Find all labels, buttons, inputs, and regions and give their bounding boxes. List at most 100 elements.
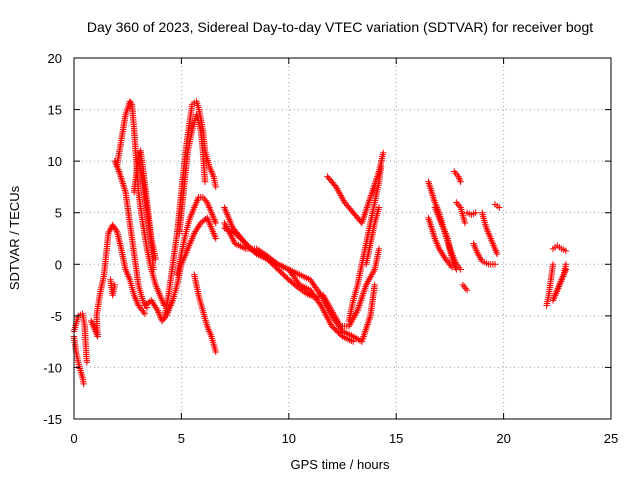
data-point (360, 288, 368, 295)
series-arc-24 (453, 199, 469, 227)
data-point (363, 324, 370, 332)
data-point (120, 182, 127, 189)
data-point (357, 297, 365, 304)
data-point (456, 176, 464, 184)
data-point (496, 204, 503, 211)
data-point (360, 212, 368, 220)
series-arc-14 (221, 204, 383, 330)
series-arc-12 (176, 111, 209, 237)
data-point (316, 300, 324, 308)
data-point (364, 319, 372, 326)
data-point (141, 310, 149, 317)
y-tick-label: 15 (48, 103, 62, 118)
series-arc-15 (221, 219, 378, 345)
axis-ticks: 0 5 10 15 20 25 -15 -10 -5 0 5 10 15 20 (43, 51, 618, 446)
data-point (368, 188, 376, 196)
data-point (452, 169, 459, 177)
data-point (201, 195, 208, 203)
series-arc-23 (450, 168, 464, 185)
data-point (375, 245, 383, 253)
data-point (360, 331, 368, 338)
data-point (430, 194, 437, 201)
series-arc-19 (362, 204, 383, 268)
data-point (493, 250, 501, 258)
data-point (212, 235, 219, 242)
data-point (200, 217, 208, 224)
x-tick-label: 20 (496, 431, 510, 446)
data-point (361, 329, 368, 337)
data-point (457, 178, 464, 185)
x-axis-label: GPS time / hours (291, 457, 390, 472)
grid-lines (74, 58, 611, 419)
series-arc-30 (543, 261, 557, 309)
data-point (562, 266, 570, 273)
data-point (367, 192, 375, 199)
data-point (549, 261, 557, 268)
data-point (429, 228, 436, 235)
y-tick-label: 10 (48, 154, 62, 169)
data-point (362, 207, 370, 215)
series-arc-21 (425, 214, 456, 271)
data-point (367, 194, 374, 201)
series-arc-26 (463, 209, 479, 218)
data-point (118, 175, 125, 182)
data-point (120, 183, 128, 191)
data-point (461, 219, 469, 227)
data-point (364, 200, 372, 208)
series-arc-8 (135, 157, 157, 273)
data-point (360, 333, 367, 340)
data-point (463, 286, 471, 294)
data-point (428, 188, 435, 196)
x-tick-label: 15 (389, 431, 403, 446)
series-arc-28 (478, 209, 501, 258)
data-point (472, 209, 479, 216)
data-point (152, 255, 159, 263)
data-point (150, 266, 157, 273)
data-point (430, 230, 437, 237)
data-point (425, 178, 432, 185)
data-point (112, 226, 120, 233)
data-point (366, 314, 374, 321)
data-point (363, 206, 370, 213)
data-point (362, 326, 370, 333)
data-point (141, 302, 149, 309)
series-arc-29 (491, 201, 503, 211)
data-point (361, 211, 368, 218)
data-point (119, 178, 126, 185)
data-point (121, 187, 129, 194)
data-point (459, 281, 466, 289)
data-point (450, 168, 458, 175)
data-point (380, 149, 387, 157)
series-arc-4 (107, 276, 119, 299)
series-arc-3 (87, 221, 149, 340)
data-point (144, 299, 152, 307)
data-point (143, 301, 150, 308)
data-point (426, 183, 434, 191)
data-point (364, 202, 371, 210)
data-point (425, 180, 433, 187)
series-arc-22 (431, 204, 460, 273)
data-point (357, 298, 364, 306)
data-point (362, 328, 369, 335)
data-point (429, 192, 436, 199)
x-tick-label: 25 (604, 431, 618, 446)
data-point (366, 316, 373, 323)
data-point (201, 178, 209, 185)
data-point (359, 292, 366, 299)
data-point (361, 286, 368, 294)
x-tick-label: 0 (70, 431, 77, 446)
y-axis-label: SDTVAR / TECUs (7, 185, 22, 290)
data-point (362, 209, 369, 216)
data-point (356, 302, 363, 309)
series-arc-13 (191, 271, 219, 356)
data-point (368, 190, 375, 198)
data-marks (70, 98, 570, 388)
y-tick-label: 5 (55, 206, 62, 221)
data-point (358, 295, 365, 302)
series-arc-11 (173, 194, 219, 278)
y-tick-label: 0 (55, 257, 62, 272)
series-arc-25 (459, 281, 471, 294)
x-tick-label: 5 (178, 431, 185, 446)
series-arc-33 (549, 242, 570, 255)
